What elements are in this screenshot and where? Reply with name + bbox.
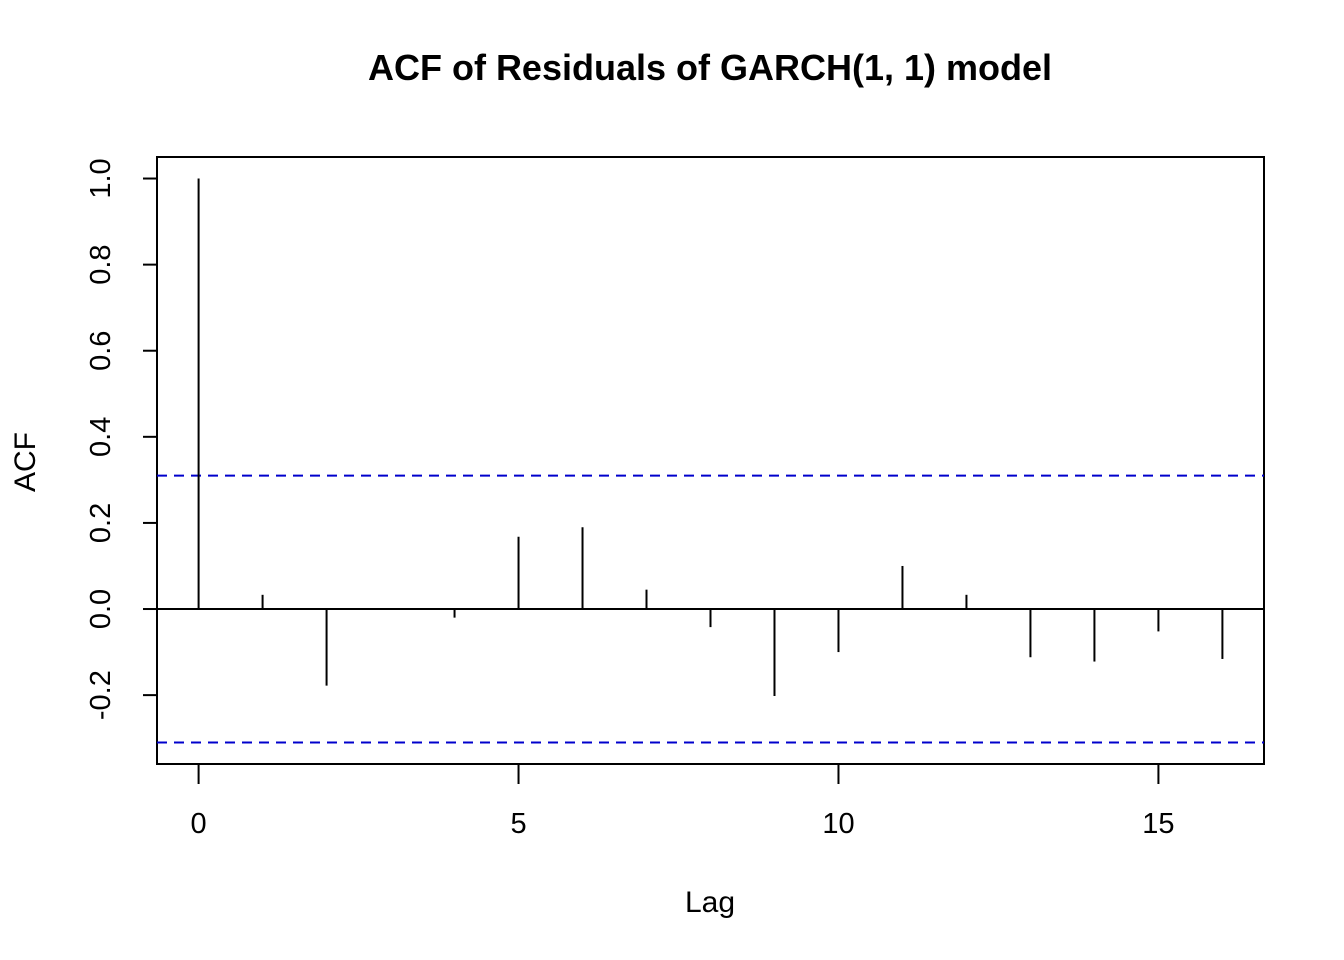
x-axis: 0 5 10 15 [191,763,1175,840]
y-tick-label: -0.2 [85,670,117,720]
y-axis: -0.2 0.0 0.2 0.4 0.6 0.8 1.0 [85,158,158,720]
confidence-bounds [157,474,1264,744]
x-tick-label: 0 [191,808,207,840]
y-tick-label: 0.8 [85,244,117,284]
y-tick-label: 0.4 [85,417,117,457]
plot-frame [156,156,1265,765]
chart-title: ACF of Residuals of GARCH(1, 1) model [368,47,1052,88]
y-tick-label: 0.6 [85,331,117,371]
acf-bars [197,178,1224,696]
x-tick-label: 10 [822,808,854,840]
x-axis-label: Lag [685,886,735,919]
x-tick-label: 15 [1142,808,1174,840]
x-tick-label: 5 [510,808,526,840]
y-tick-label: 1.0 [85,158,117,198]
y-tick-label: 0.0 [85,589,117,629]
y-axis-label: ACF [9,432,42,492]
y-tick-label: 0.2 [85,503,117,543]
